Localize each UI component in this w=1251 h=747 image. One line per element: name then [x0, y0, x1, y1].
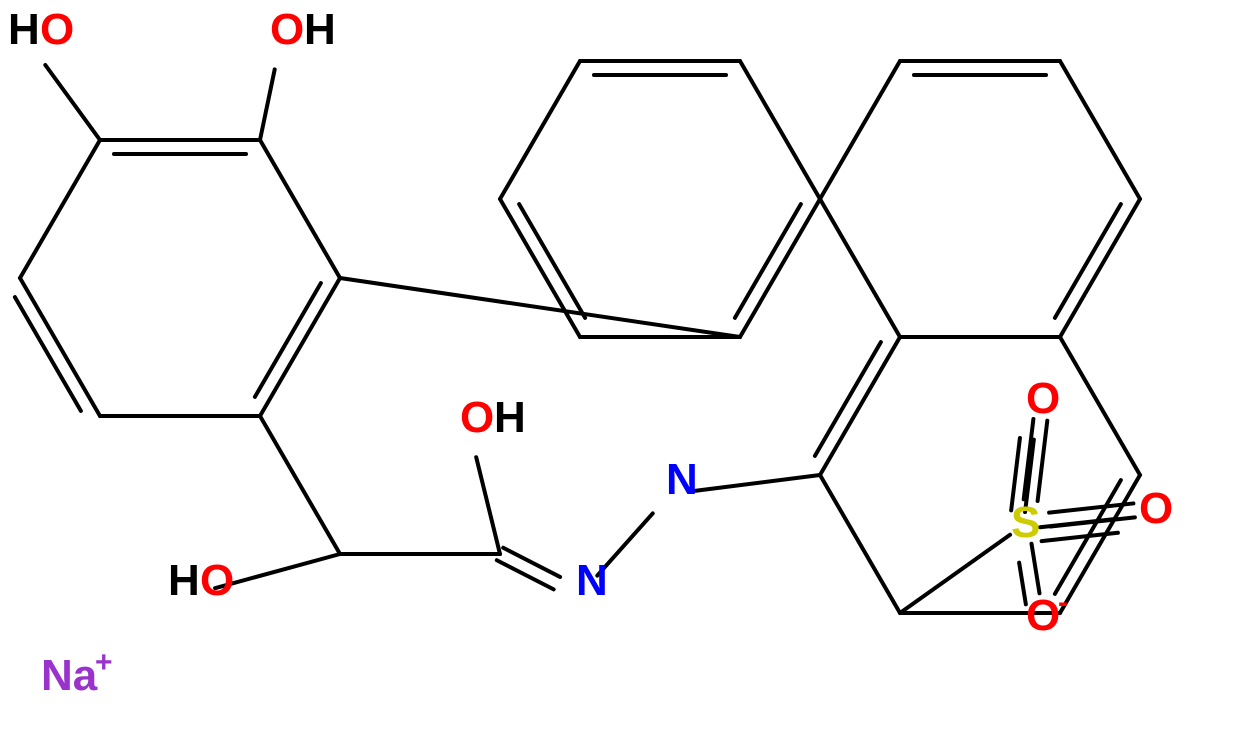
svg-text:H: H [8, 5, 40, 54]
svg-text:H: H [168, 556, 200, 605]
svg-text:Na: Na [41, 651, 98, 700]
svg-text:O: O [460, 393, 494, 442]
svg-text:O: O [200, 556, 234, 605]
svg-text:H: H [304, 5, 336, 54]
svg-text:+: + [95, 646, 113, 679]
svg-text:H: H [494, 393, 526, 442]
svg-text:N: N [666, 455, 698, 504]
svg-text:O: O [1026, 374, 1060, 423]
svg-text:-: - [1058, 586, 1068, 619]
svg-text:O: O [270, 5, 304, 54]
svg-text:N: N [576, 556, 608, 605]
svg-text:S: S [1011, 498, 1040, 547]
svg-text:O: O [1026, 591, 1060, 640]
molecule-diagram: HOOHOHHONNSOOO-Na+ [0, 0, 1251, 747]
svg-text:O: O [40, 5, 74, 54]
svg-text:O: O [1139, 484, 1173, 533]
